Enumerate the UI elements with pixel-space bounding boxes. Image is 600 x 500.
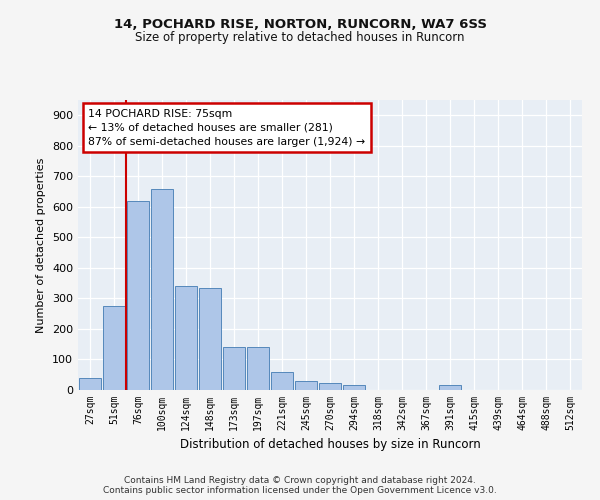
Bar <box>439 384 461 390</box>
Bar <box>343 384 365 390</box>
Text: Size of property relative to detached houses in Runcorn: Size of property relative to detached ho… <box>135 31 465 44</box>
Bar <box>79 378 101 390</box>
Bar <box>247 348 269 390</box>
Bar <box>175 286 197 390</box>
Text: Contains public sector information licensed under the Open Government Licence v3: Contains public sector information licen… <box>103 486 497 495</box>
X-axis label: Distribution of detached houses by size in Runcorn: Distribution of detached houses by size … <box>179 438 481 452</box>
Bar <box>319 384 341 390</box>
Bar <box>103 306 125 390</box>
Bar <box>271 372 293 390</box>
Text: 14, POCHARD RISE, NORTON, RUNCORN, WA7 6SS: 14, POCHARD RISE, NORTON, RUNCORN, WA7 6… <box>113 18 487 30</box>
Y-axis label: Number of detached properties: Number of detached properties <box>37 158 46 332</box>
Bar <box>127 200 149 390</box>
Bar <box>199 288 221 390</box>
Bar <box>295 382 317 390</box>
Bar <box>223 348 245 390</box>
Text: Contains HM Land Registry data © Crown copyright and database right 2024.: Contains HM Land Registry data © Crown c… <box>124 476 476 485</box>
Bar <box>151 188 173 390</box>
Text: 14 POCHARD RISE: 75sqm
← 13% of detached houses are smaller (281)
87% of semi-de: 14 POCHARD RISE: 75sqm ← 13% of detached… <box>88 108 365 146</box>
